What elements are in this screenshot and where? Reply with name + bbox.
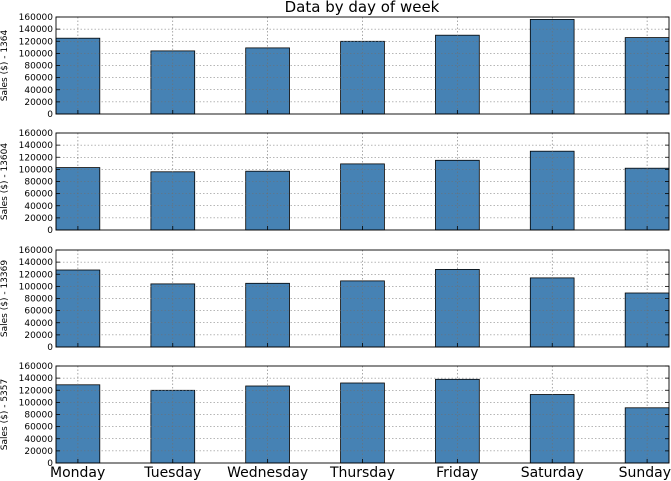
panel-2: 0 20000 40000 60000 80000 100000 120000 140000 1… [0,129,670,236]
y-tick-label: 60000 [24,307,53,317]
axes-frame [55,16,670,115]
y-tick-label: 100000 [19,398,54,408]
x-tick-label-sunday: Sunday [619,465,671,481]
y-tick-label: 0 [47,110,53,120]
y-tick-label: 40000 [24,319,53,329]
y-tick-label: 100000 [19,282,54,292]
y-tick-label: 160000 [19,129,54,139]
axes-frame [55,365,670,464]
x-tick-label-thursday: Thursday [329,465,395,481]
y-tick-label: 160000 [19,246,54,256]
y-axis-label: Sales ($) - 1364 [0,30,10,102]
y-tick-label: 120000 [19,386,54,396]
y-tick-label: 20000 [24,214,53,224]
x-tick-label-wednesday: Wednesday [227,465,308,481]
x-axis-tick-labels: Monday Tuesday Wednesday Thursday Friday Satu… [50,465,671,481]
bar-friday [435,378,480,464]
bar-friday [435,159,480,231]
chart-panels: 0 20000 40000 60000 80000 100000 120000 140000 1… [0,13,670,469]
y-tick-label: 80000 [24,178,53,188]
y-tick-label: 80000 [24,295,53,305]
y-axis-label: Sales ($) - 13604 [0,143,10,220]
chart-title: Data by day of week [285,0,440,16]
y-tick-label: 40000 [24,435,53,445]
panel-1: 0 20000 40000 60000 80000 100000 120000 140000 1… [0,13,670,120]
y-tick-label: 60000 [24,423,53,433]
panel-3: 0 20000 40000 60000 80000 100000 120000 140000 1… [0,246,670,353]
x-tick-label-monday: Monday [50,465,105,481]
y-axis-label: Sales ($) - 5357 [0,379,10,450]
y-tick-label: 20000 [24,98,53,108]
bar-monday [55,167,101,231]
y-tick-label: 140000 [19,374,54,384]
y-tick-label: 140000 [19,25,54,35]
y-tick-label: 120000 [19,270,54,280]
axes-frame [55,132,670,231]
y-tick-label: 20000 [24,331,53,341]
y-tick-label: 120000 [19,153,54,163]
x-tick-label-tuesday: Tuesday [143,465,201,481]
bar-wednesday [245,282,290,348]
bar-saturday [529,277,575,348]
y-axis-label: Sales ($) - 13369 [0,260,10,337]
y-tick-label: 140000 [19,141,54,151]
axes-frame [55,249,670,348]
y-tick-label: 40000 [24,202,53,212]
y-tick-label: 60000 [24,74,53,84]
bar-tuesday [150,50,196,115]
y-tick-label: 100000 [19,49,54,59]
panel-4: 0 20000 40000 60000 80000 100000 120000 140000 1… [0,362,670,469]
y-tick-label: 40000 [24,86,53,96]
y-tick-label: 0 [47,226,53,236]
x-tick-label-saturday: Saturday [521,465,584,481]
bar-tuesday [150,283,196,348]
y-tick-label: 20000 [24,447,53,457]
y-tick-label: 0 [47,459,53,469]
y-tick-label: 0 [47,343,53,353]
y-tick-label: 60000 [24,190,53,200]
x-tick-label-friday: Friday [436,465,478,481]
y-tick-label: 100000 [19,165,54,175]
y-tick-label: 140000 [19,258,54,268]
y-tick-label: 120000 [19,37,54,47]
y-tick-label: 80000 [24,62,53,72]
y-tick-label: 160000 [19,362,54,372]
bar-saturday [529,150,575,231]
y-tick-label: 160000 [19,13,54,23]
y-tick-label: 80000 [24,411,53,421]
